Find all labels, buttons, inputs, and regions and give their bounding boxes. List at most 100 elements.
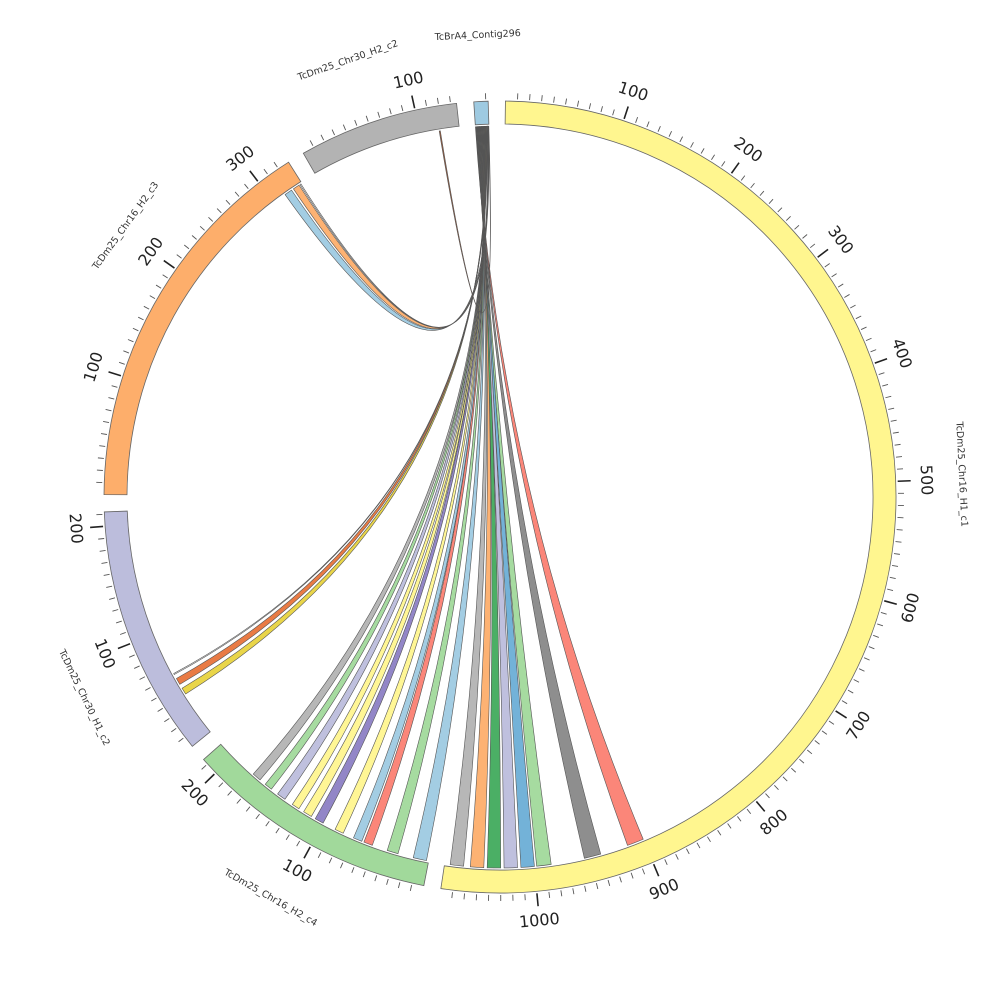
minor-tick xyxy=(397,882,401,889)
minor-tick xyxy=(828,720,835,725)
minor-tick xyxy=(320,134,325,141)
minor-tick xyxy=(451,892,453,899)
minor-tick xyxy=(577,100,580,107)
minor-tick xyxy=(115,620,122,624)
minor-tick xyxy=(227,790,233,796)
minor-tick xyxy=(646,121,650,128)
major-tick xyxy=(303,846,311,859)
minor-tick xyxy=(841,700,848,705)
minor-tick xyxy=(880,612,887,615)
minor-tick xyxy=(424,99,427,106)
minor-tick xyxy=(858,668,865,672)
minor-tick xyxy=(201,765,207,770)
minor-tick xyxy=(774,785,779,790)
minor-tick xyxy=(768,198,774,204)
minor-tick xyxy=(894,443,901,446)
minor-tick xyxy=(342,124,347,131)
links-layer xyxy=(173,125,644,869)
minor-tick xyxy=(365,115,369,122)
minor-tick xyxy=(612,109,615,116)
minor-tick xyxy=(340,862,344,869)
minor-tick xyxy=(436,97,439,104)
link-tcdm25-chr16-h2-c3 xyxy=(292,125,489,329)
link-tcdm25-chr16-h1-c1 xyxy=(475,126,644,846)
minor-tick xyxy=(317,852,322,858)
minor-tick xyxy=(162,274,168,279)
minor-tick xyxy=(595,883,599,890)
major-tick xyxy=(835,710,848,719)
minor-tick xyxy=(878,372,885,375)
minor-tick xyxy=(711,154,715,161)
minor-tick xyxy=(234,191,240,197)
link-tcdm25-chr16-h2-c4 xyxy=(412,126,485,861)
minor-tick xyxy=(696,842,701,849)
minor-tick xyxy=(791,767,797,773)
major-tick xyxy=(730,162,740,174)
minor-tick xyxy=(837,283,844,288)
minor-tick xyxy=(138,316,144,321)
minor-tick xyxy=(642,868,646,875)
minor-tick xyxy=(100,433,108,435)
major-tick xyxy=(652,863,660,877)
minor-tick xyxy=(157,707,163,712)
minor-tick xyxy=(844,294,850,298)
minor-tick xyxy=(97,457,104,459)
minor-tick xyxy=(285,834,290,841)
minor-tick xyxy=(245,806,251,812)
minor-tick xyxy=(106,585,113,588)
major-tick xyxy=(117,642,131,650)
minor-tick xyxy=(882,383,889,387)
minor-tick xyxy=(885,395,892,399)
major-tick xyxy=(90,525,104,529)
minor-tick xyxy=(847,689,854,694)
tick-label: 300 xyxy=(222,141,258,175)
minor-tick xyxy=(853,679,860,683)
minor-tick xyxy=(263,168,268,175)
minor-tick xyxy=(127,339,134,343)
minor-tick xyxy=(806,749,813,755)
tick-label: 300 xyxy=(824,222,858,258)
major-tick xyxy=(817,248,829,258)
major-tick xyxy=(623,106,629,120)
minor-tick xyxy=(362,871,366,878)
minor-tick xyxy=(541,95,543,102)
minor-tick xyxy=(765,793,770,799)
minor-tick xyxy=(664,859,668,865)
minor-tick xyxy=(600,106,603,113)
minor-tick xyxy=(164,718,170,723)
minor-tick xyxy=(855,315,862,320)
segment-label-tcdm25-chr16-h1-c1: TcDm25_Chr16_H1_c1 xyxy=(953,420,969,527)
minor-tick xyxy=(690,142,694,148)
minor-tick xyxy=(868,646,875,650)
minor-tick xyxy=(199,225,205,231)
minor-tick xyxy=(889,576,896,579)
segment-label-tcdm25-chr30-h2-c2: TcDm25_Chr30_H2_c2 xyxy=(295,38,399,83)
minor-tick xyxy=(891,565,899,567)
minor-tick xyxy=(139,676,146,680)
minor-tick xyxy=(588,103,592,110)
minor-tick xyxy=(273,161,278,168)
minor-tick xyxy=(255,813,260,820)
minor-tick xyxy=(630,872,634,879)
segment-label-tcbra4-contig296: TcBrA4_Contig296 xyxy=(434,28,522,43)
minor-tick xyxy=(208,216,214,222)
minor-tick xyxy=(176,254,182,259)
minor-tick xyxy=(850,304,856,309)
link-tcdm25-chr30-h1-c2 xyxy=(173,125,488,675)
major-tick xyxy=(163,259,175,269)
segment-tcbra4-contig296 xyxy=(473,100,490,126)
minor-tick xyxy=(887,588,894,591)
minor-tick xyxy=(171,728,177,733)
minor-tick xyxy=(553,96,555,103)
minor-tick xyxy=(717,829,722,836)
tick-label: 400 xyxy=(888,336,916,371)
minor-tick xyxy=(794,224,800,230)
minor-tick xyxy=(870,349,877,353)
segment-tcdm25-chr16-h1-c1 xyxy=(440,100,897,894)
minor-tick xyxy=(309,140,314,146)
major-tick xyxy=(884,600,897,605)
minor-tick xyxy=(103,573,110,576)
minor-tick xyxy=(865,337,872,342)
minor-tick xyxy=(265,821,270,827)
minor-tick xyxy=(727,823,732,829)
